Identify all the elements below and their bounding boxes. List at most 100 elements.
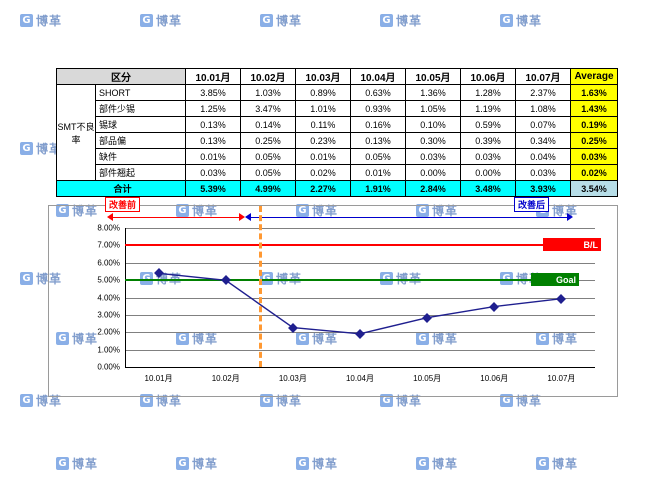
x-axis-tick-label: 10.05月	[413, 374, 442, 383]
y-axis-tick-label: 5.00%	[97, 275, 120, 285]
x-axis-tick-label: 10.04月	[345, 374, 375, 383]
reference-band-goal: Goal	[531, 273, 579, 287]
x-axis-tick-label: 10.03月	[278, 374, 307, 383]
cell-average: 1.63%	[570, 84, 618, 101]
cell-value: 0.93%	[350, 100, 406, 117]
cell-value: 1.36%	[405, 84, 461, 101]
cell-value: 0.16%	[350, 116, 406, 133]
total-label: 合计	[56, 180, 186, 197]
cell-average: 0.19%	[570, 116, 618, 133]
y-axis-tick-label: 8.00%	[97, 223, 120, 233]
series-line	[158, 272, 562, 335]
cell-value: 0.01%	[350, 164, 406, 181]
column-header: 10.01月	[185, 68, 241, 85]
cell-value: 1.03%	[240, 84, 296, 101]
cell-value: 0.63%	[350, 84, 406, 101]
total-value: 2.27%	[295, 180, 351, 197]
cell-value: 1.28%	[460, 84, 516, 101]
cell-value: 0.05%	[240, 164, 296, 181]
total-value: 3.93%	[515, 180, 571, 197]
row-group-label: SMT不良率	[56, 84, 96, 181]
table-header-row: 区分 10.01月 10.02月 10.03月 10.04月 10.05月 10.06月 10…	[56, 68, 618, 85]
cell-value: 0.02%	[295, 164, 351, 181]
cell-value: 0.05%	[350, 148, 406, 165]
gridline	[125, 297, 595, 299]
x-axis-tick-label: 10.01月	[144, 374, 173, 383]
cell-value: 3.47%	[240, 100, 296, 117]
cell-value: 0.13%	[185, 116, 241, 133]
cell-value: 3.85%	[185, 84, 241, 101]
total-average: 3.54%	[570, 180, 618, 197]
cell-value: 0.04%	[515, 148, 571, 165]
column-header: 10.03月	[295, 68, 351, 85]
cell-value: 1.05%	[405, 100, 461, 117]
cell-average: 0.25%	[570, 132, 618, 149]
row-label: 部件翘起	[95, 164, 186, 181]
x-axis-tick-label: 10.02月	[211, 374, 240, 383]
column-header: 10.07月	[515, 68, 571, 85]
y-axis-tick-label: 7.00%	[97, 240, 120, 250]
gridline	[125, 228, 595, 229]
cell-value: 2.37%	[515, 84, 571, 101]
plot-area: 0.00% 1.00% 2.00% 3.00% 4.00% 5.00% 6.00% 7.00%…	[97, 206, 601, 383]
y-axis	[125, 228, 126, 367]
after-arrow	[249, 217, 569, 218]
gridline	[125, 262, 595, 264]
total-value: 4.99%	[240, 180, 296, 197]
x-axis-tick-label: 10.06月	[480, 374, 509, 383]
cell-value: 0.13%	[185, 132, 241, 149]
cell-value: 1.25%	[185, 100, 241, 117]
cell-value: 0.11%	[295, 116, 351, 133]
table-row: SMT不良率 SHORT 3.85% 1.03% 0.89% 0.63% 1.36% 1.28…	[56, 84, 618, 181]
cell-value: 0.01%	[295, 148, 351, 165]
column-header: 10.05月	[405, 68, 461, 85]
y-axis-tick-label: 1.00%	[97, 345, 120, 355]
cell-value: 0.13%	[350, 132, 406, 149]
table-row: 部件少锡 1.25% 3.47% 1.01% 0.93% 1.05% 1.19% 1.08% 1…	[57, 100, 618, 117]
reference-band-bl: B/L	[543, 238, 601, 252]
cell-value: 0.89%	[295, 84, 351, 101]
cell-value: 0.59%	[460, 116, 516, 133]
after-arrow-head-right	[567, 213, 573, 221]
total-value: 3.48%	[460, 180, 516, 197]
total-value: 5.39%	[185, 180, 241, 197]
y-axis-tick-label: 0.00%	[97, 362, 120, 372]
defect-rate-table: 区分 10.01月 10.02月 10.03月 10.04月 10.05月 10.06月 10…	[56, 68, 618, 197]
table-total-row: 合计 5.39% 4.99% 2.27% 1.91% 2.84% 3.48% 3.93% 3.5…	[56, 180, 618, 197]
cell-value: 0.01%	[185, 148, 241, 165]
cell-value: 0.10%	[405, 116, 461, 133]
cell-value: 0.03%	[405, 148, 461, 165]
y-axis-tick-label: 6.00%	[97, 258, 120, 268]
cell-value: 0.00%	[405, 164, 461, 181]
cell-value: 0.00%	[460, 164, 516, 181]
before-label: 改善前	[105, 197, 141, 212]
before-arrow	[111, 217, 243, 218]
cell-value: 0.03%	[185, 164, 241, 181]
cell-value: 0.39%	[460, 132, 516, 149]
cell-value: 0.14%	[240, 116, 296, 133]
y-axis-tick-label: 2.00%	[97, 327, 120, 337]
cell-value: 0.07%	[515, 116, 571, 133]
total-value: 1.91%	[350, 180, 406, 197]
total-value: 2.84%	[405, 180, 461, 197]
y-axis-tick-label: 3.00%	[97, 310, 120, 320]
row-label: SHORT	[95, 84, 186, 101]
cell-value: 0.34%	[515, 132, 571, 149]
gridline	[125, 314, 595, 316]
after-label: 改善后	[514, 197, 550, 212]
table-corner-label: 区分	[56, 68, 186, 85]
cell-average: 1.43%	[570, 100, 618, 117]
before-arrow-head-left	[107, 213, 113, 221]
after-arrow-head-left	[245, 213, 251, 221]
cell-value: 0.30%	[405, 132, 461, 149]
before-arrow-head-right	[239, 213, 245, 221]
